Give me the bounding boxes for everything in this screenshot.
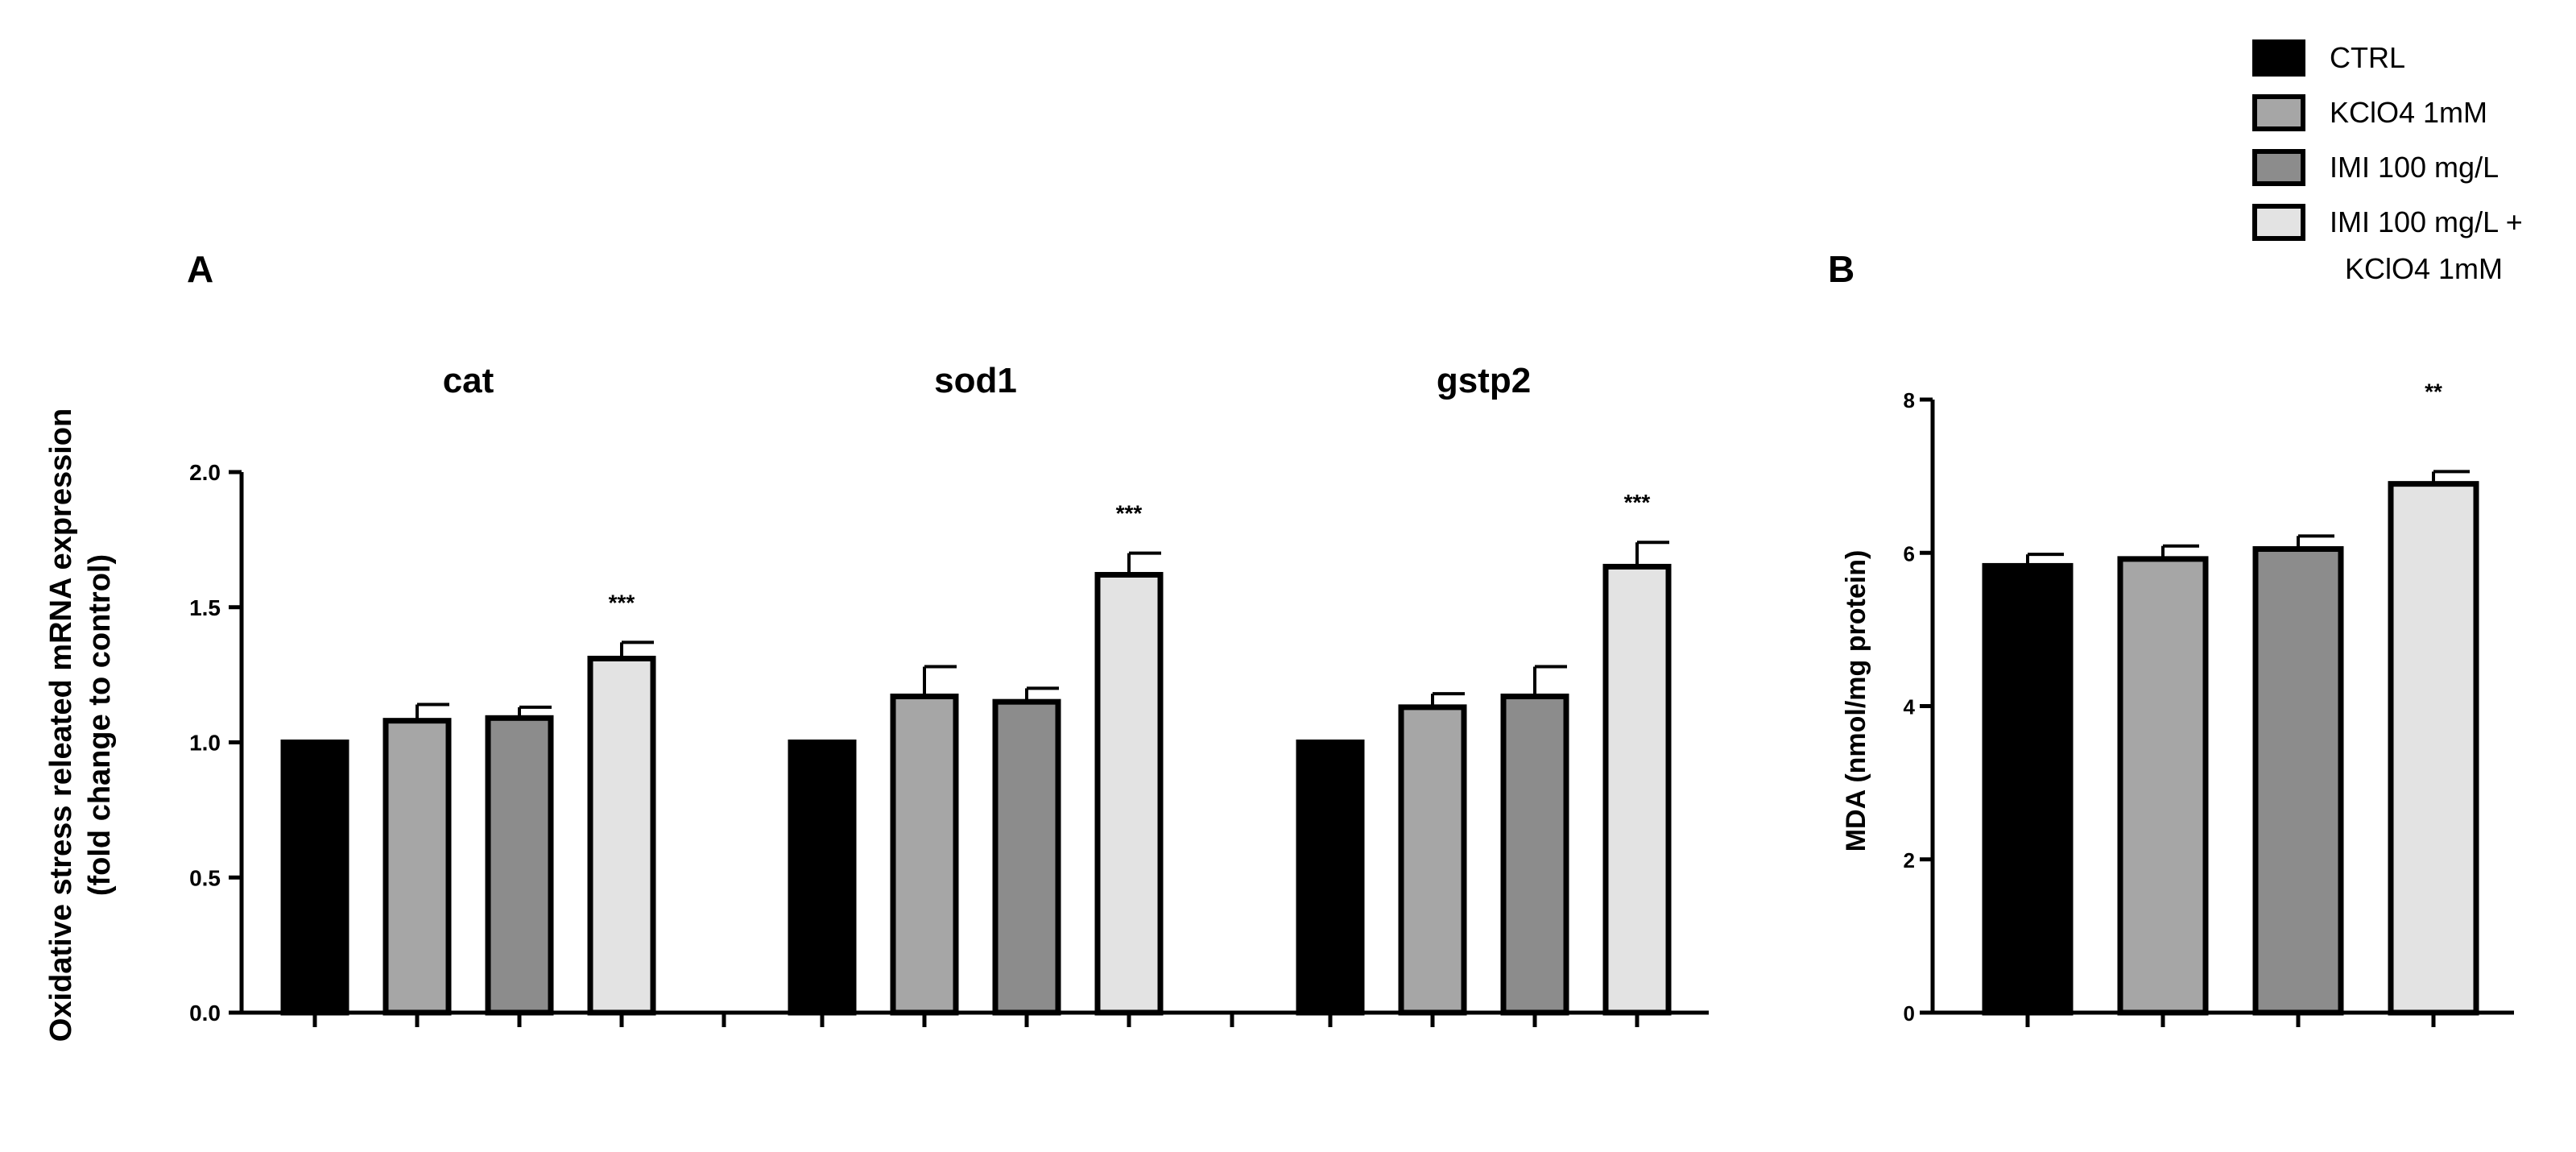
panel-a-y-tick-label: 1.0: [189, 731, 221, 756]
legend-label-3: IMI 100 mg/L +: [2330, 205, 2523, 238]
panel-a-bars: cat *** sod1 *** gstp2 ***: [280, 361, 1672, 1016]
panel-b-y-tick-label: 2: [1904, 848, 1915, 872]
panel-a-group-label-cat: cat: [443, 361, 494, 400]
panel-a-chart: A Oxidative stress releated mRNA express…: [44, 248, 1709, 1042]
panel-a-bar-cat-0: [280, 740, 349, 1016]
legend-label-1: KClO4 1mM: [2330, 96, 2487, 129]
panel-b-label: B: [1828, 248, 1854, 290]
panel-b-bar-3: [2388, 481, 2479, 1016]
legend-swatch-3: [2252, 204, 2305, 241]
legend-swatch-0: [2252, 39, 2305, 77]
panel-a-group-label-sod1: sod1: [934, 361, 1017, 400]
panel-a-y-tick-label: 0.0: [189, 1001, 221, 1026]
panel-a-bar-gstp2-1: [1398, 704, 1467, 1016]
panel-b-bars: **: [1982, 379, 2479, 1016]
panel-b-bar-0: [1982, 562, 2074, 1016]
panel-b-bar-2: [2252, 545, 2344, 1016]
panel-b-y-tick-label: 8: [1904, 388, 1915, 412]
panel-a-y-axis-label: Oxidative stress releated mRNA expressio…: [44, 408, 78, 1042]
legend-swatch-2: [2252, 149, 2305, 186]
panel-a-bar-sod1-1: [890, 693, 959, 1016]
panel-a-bar-sod1-3: [1094, 571, 1164, 1016]
panel-a-bar-cat-1: [382, 718, 452, 1016]
panel-a-bar-gstp2-3: [1602, 563, 1672, 1016]
legend: CTRL KClO4 1mM IMI 100 mg/L IMI 100 mg/L + K…: [2252, 39, 2523, 285]
panel-b-chart: B MDA (nmol/mg protein) 0 2 4 6 8 **: [1828, 248, 2514, 1027]
panel-a-bar-cat-3: [587, 655, 656, 1016]
panel-b-y-tick-label: 6: [1904, 541, 1915, 566]
panel-b-y-axis-label: MDA (nmol/mg protein): [1841, 550, 1871, 852]
panel-a-y-axis-label-line2: (fold change to control): [83, 554, 117, 896]
panel-b-y-tick-label: 0: [1904, 1001, 1915, 1026]
legend-label-3-line2: KClO4 1mM: [2345, 252, 2503, 285]
legend-label-2: IMI 100 mg/L: [2330, 151, 2499, 184]
panel-a-bar-gstp2-0: [1296, 740, 1365, 1016]
panel-b-significance: **: [2425, 379, 2442, 404]
panel-a-group-label-gstp2: gstp2: [1437, 361, 1531, 400]
panel-a-label: A: [187, 248, 213, 290]
panel-a-y-tick-label: 2.0: [189, 460, 221, 485]
panel-b-bar-1: [2117, 556, 2209, 1016]
panel-b-y-tick-label: 4: [1904, 695, 1916, 719]
panel-a-significance-sod1: ***: [1116, 501, 1143, 526]
panel-a-bar-sod1-2: [992, 698, 1061, 1016]
panel-a-bar-gstp2-2: [1500, 693, 1569, 1016]
panel-a-bar-sod1-0: [788, 740, 857, 1016]
panel-a-y-tick-label: 0.5: [189, 865, 221, 890]
panel-a-y-tick-label: 1.5: [189, 595, 221, 620]
panel-a-bar-cat-2: [485, 715, 554, 1016]
panel-a-significance-cat: ***: [609, 590, 635, 615]
legend-label-0: CTRL: [2330, 41, 2405, 74]
panel-a-significance-gstp2: ***: [1624, 490, 1651, 515]
legend-swatch-1: [2252, 94, 2305, 131]
